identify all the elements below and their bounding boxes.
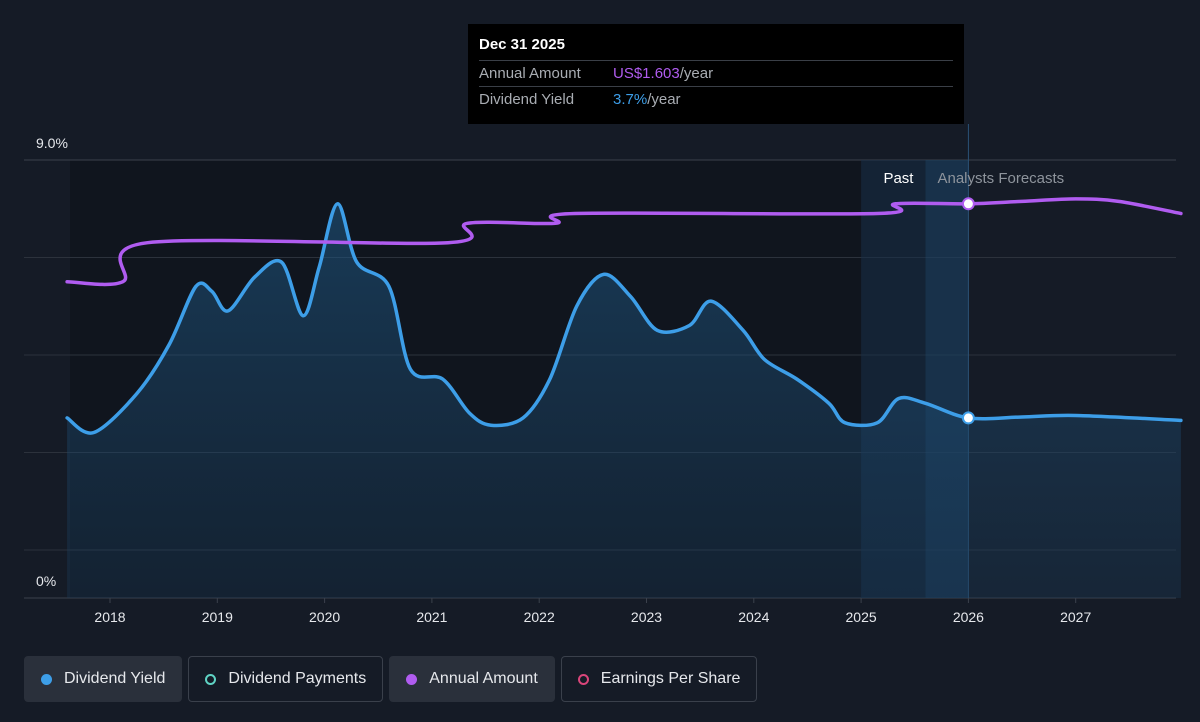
x-tick-label: 2019 (202, 609, 233, 625)
legend-label: Earnings Per Share (600, 670, 741, 687)
dividend-yield-marker (961, 411, 975, 425)
annual-amount-marker (961, 197, 975, 211)
tooltip-key: Annual Amount (479, 65, 581, 82)
forecast-label: Analysts Forecasts (937, 170, 1064, 187)
legend-label: Dividend Yield (64, 670, 166, 687)
tooltip-value: US$1.603 (613, 65, 680, 82)
tooltip-row-dividend-yield: Dividend Yield 3.7% /year (479, 86, 953, 112)
legend-dot-icon (406, 673, 418, 685)
x-tick-label: 2027 (1060, 609, 1091, 625)
x-tick-label: 2025 (846, 609, 877, 625)
x-axis: 2018 2019 2020 2021 2022 2023 2024 2025 2026 2027 (94, 598, 1091, 625)
legend-earnings-per-share[interactable]: Earnings Per Share (560, 656, 758, 702)
x-tick-label: 2022 (524, 609, 555, 625)
x-tick-label: 2020 (309, 609, 340, 625)
markers (961, 197, 975, 425)
legend-label: Dividend Payments (228, 670, 367, 687)
legend-dot-icon (41, 673, 52, 685)
past-label: Past (883, 170, 914, 187)
x-tick-label: 2026 (953, 609, 984, 625)
legend-dividend-yield[interactable]: Dividend Yield (24, 656, 183, 702)
tooltip-key: Dividend Yield (479, 91, 575, 108)
y-tick-label-max: 9.0% (36, 135, 68, 151)
dividend-yield-area (67, 203, 1181, 598)
chart-tooltip: Dec 31 2025 Annual Amount US$1.603 /year… (468, 24, 964, 124)
series-layer (65, 197, 1183, 598)
x-tick-label: 2024 (738, 609, 769, 625)
x-tick-label: 2023 (631, 609, 662, 625)
x-tick-label: 2018 (94, 609, 125, 625)
tooltip-row-annual-amount: Annual Amount US$1.603 /year (479, 60, 953, 86)
legend-ring-icon (205, 673, 217, 685)
y-axis: 9.0% 0% (36, 135, 68, 589)
legend-ring-icon (577, 673, 589, 685)
dividend-chart: 2018 2019 2020 2021 2022 2023 2024 2025 2026 2027… (24, 124, 1183, 625)
y-tick-label-min: 0% (36, 573, 56, 589)
chart-legend: Dividend Yield Dividend Payments Annual … (24, 656, 758, 702)
tooltip-unit: /year (647, 91, 681, 108)
legend-dividend-payments[interactable]: Dividend Payments (188, 656, 384, 702)
tooltip-unit: /year (679, 65, 714, 82)
legend-annual-amount[interactable]: Annual Amount (389, 656, 555, 702)
tooltip-value: 3.7% (613, 91, 648, 108)
x-tick-label: 2021 (416, 609, 447, 625)
legend-label: Annual Amount (429, 670, 538, 687)
dividend-yield-line (65, 202, 1183, 435)
annual-amount-line (65, 197, 1183, 287)
region-labels: Past Analysts Forecasts (883, 170, 1064, 187)
tooltip-date: Dec 31 2025 (479, 36, 565, 53)
